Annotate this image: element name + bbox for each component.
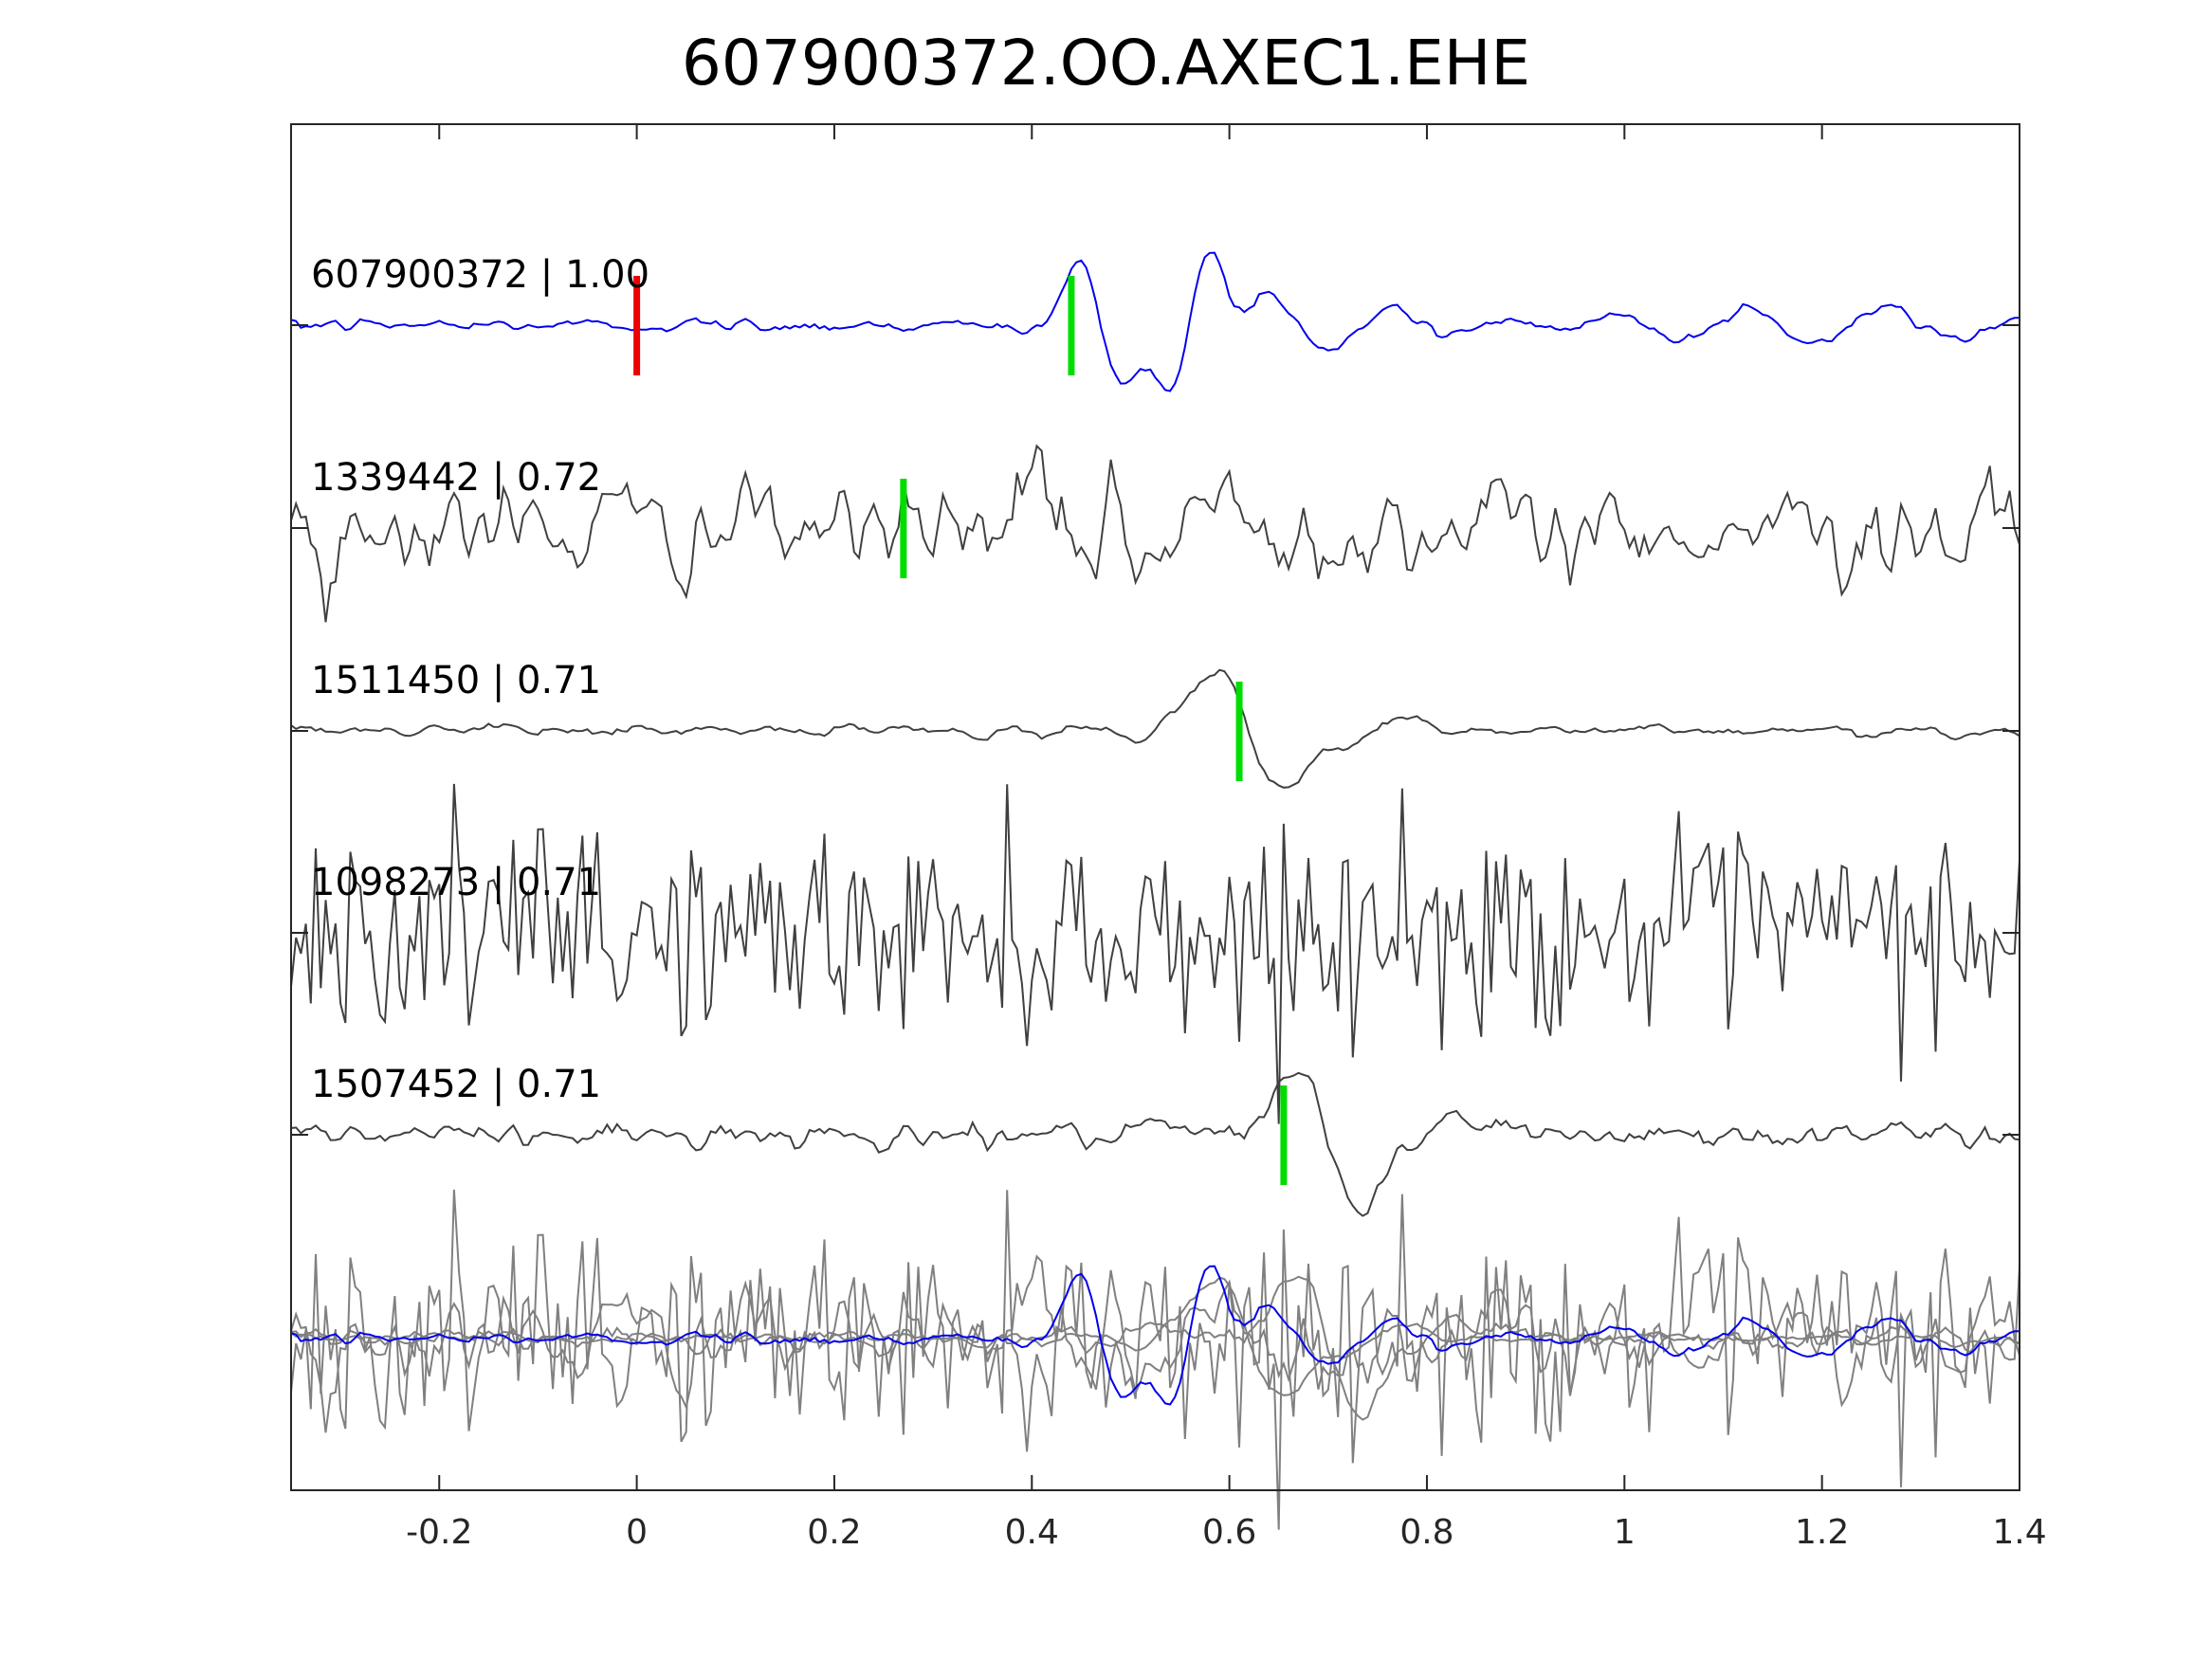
reference-trace	[290, 251, 2020, 392]
trace-1098273	[290, 783, 2020, 1124]
axes-frame	[290, 123, 2020, 1491]
trace-label-607900372: 607900372 | 1.00	[311, 253, 649, 297]
trace-label-1098273: 1098273 | 0.71	[311, 861, 601, 904]
x-tick-label: 0.8	[1399, 1513, 1453, 1552]
x-tick-label: 0.6	[1202, 1513, 1256, 1552]
stack-trace-1098273	[290, 1189, 2020, 1530]
trace-label-1339442: 1339442 | 0.72	[311, 456, 601, 500]
stack-trace-1507452	[290, 1275, 2020, 1421]
trace-1339442	[290, 444, 2020, 623]
plot-area	[291, 124, 2020, 1490]
x-tick-label: -0.2	[406, 1513, 472, 1552]
x-tick-label: 0	[626, 1513, 648, 1552]
stack-reference-trace	[290, 1265, 2020, 1406]
x-tick-label: 1	[1614, 1513, 1636, 1552]
x-tick-label: 1.2	[1795, 1513, 1849, 1552]
x-tick-label: 0.4	[1005, 1513, 1059, 1552]
trace-1507452	[290, 1071, 2020, 1217]
trace-1511450	[290, 668, 2020, 789]
x-tick-label: 1.4	[1992, 1513, 2046, 1552]
stack-trace-1511450	[290, 1276, 2020, 1396]
trace-label-1507452: 1507452 | 0.71	[311, 1063, 601, 1106]
x-tick-label: 0.2	[807, 1513, 861, 1552]
chart-title: 607900372.OO.AXEC1.EHE	[681, 27, 1531, 100]
trace-label-1511450: 1511450 | 0.71	[311, 659, 601, 702]
